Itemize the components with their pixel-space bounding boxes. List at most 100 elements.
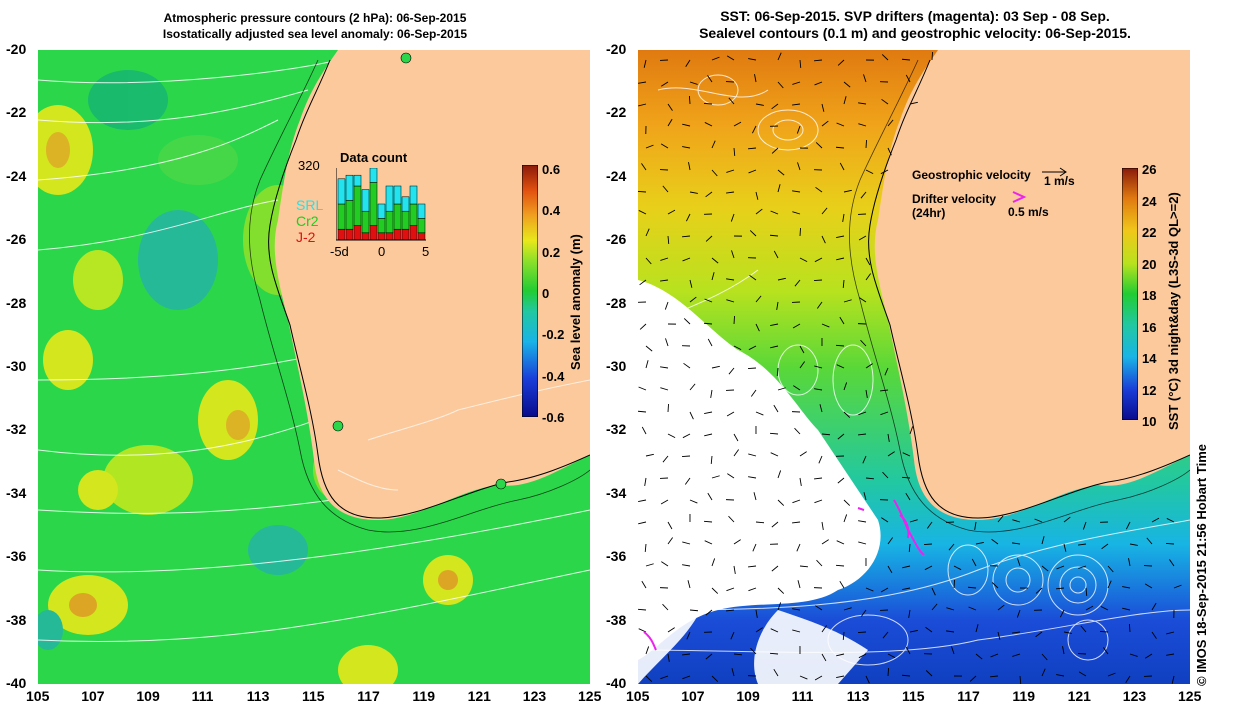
velocity-arrow (792, 499, 801, 504)
inset-bar-j2 (385, 232, 394, 241)
velocity-arrow (837, 477, 845, 484)
lat-tick-label: -40 (6, 675, 27, 691)
lat-tick-label: -24 (6, 167, 27, 184)
velocity-arrow (726, 169, 735, 173)
velocity-arrow (799, 675, 808, 680)
velocity-arrow (908, 543, 911, 553)
velocity-arrow (710, 455, 713, 465)
velocity-arrow (703, 103, 713, 105)
velocity-arrow (863, 74, 867, 83)
lat-tick-label: -26 (6, 231, 27, 248)
velocity-arrow (925, 670, 933, 677)
velocity-arrow (799, 565, 809, 568)
velocity-arrow (643, 59, 647, 68)
velocity-arrow (887, 565, 893, 574)
velocity-arrow (770, 323, 779, 327)
velocity-arrow (770, 345, 779, 349)
velocity-arrow (862, 455, 867, 464)
lon-tick-label: 125 (578, 688, 602, 704)
velocity-arrow (792, 521, 801, 524)
velocity-arrow (975, 624, 979, 633)
velocity-arrow (704, 540, 713, 545)
lon-tick-label: 117 (357, 688, 380, 704)
velocity-arrow (660, 499, 669, 505)
lon-tick-label: 121 (467, 688, 491, 704)
velocity-arrow (667, 118, 673, 127)
velocity-arrow (660, 279, 669, 282)
velocity-arrow (660, 675, 669, 680)
velocity-arrow (748, 587, 757, 592)
inset-bar-cr2 (393, 203, 402, 230)
velocity-arrow (755, 627, 763, 633)
right-title-line2: Sealevel contours (0.1 m) and geostrophi… (699, 25, 1131, 41)
velocity-arrow (793, 385, 801, 391)
inset-bar-cr2 (369, 182, 378, 226)
velocity-arrow (682, 257, 691, 262)
velocity-arrow (704, 411, 713, 415)
velocity-arrow (660, 143, 669, 149)
velocity-arrow (931, 587, 936, 596)
velocity-arrow (1151, 602, 1157, 611)
velocity-arrow (704, 122, 713, 127)
velocity-arrow (689, 499, 698, 504)
velocity-arrow (683, 318, 691, 325)
velocity-arrow (682, 564, 691, 567)
velocity-arrow (1012, 653, 1021, 657)
velocity-arrow (730, 213, 735, 222)
australia-land (874, 50, 1190, 520)
velocity-arrow (819, 404, 823, 413)
sla-colorbar-label: Sea level anomaly (m) (568, 234, 583, 370)
velocity-arrow (683, 362, 691, 369)
velocity-arrow (1165, 543, 1175, 545)
velocity-arrow (726, 299, 735, 303)
velocity-arrow (755, 103, 764, 106)
velocity-arrow (750, 647, 757, 655)
velocity-arrow (837, 433, 845, 440)
velocity-arrow (792, 629, 801, 633)
velocity-arrow (1122, 607, 1131, 611)
lat-tick-label: -36 (6, 548, 27, 565)
velocity-arrow (1100, 606, 1109, 611)
velocity-arrow (1078, 671, 1087, 677)
lat-tick-label: -38 (6, 611, 27, 628)
velocity-arrow (641, 163, 647, 171)
sst-cb-tick: 20 (1142, 257, 1157, 272)
lat-tick-label: -38 (606, 611, 627, 628)
velocity-arrow (971, 558, 977, 567)
lon-tick-label: 125 (1178, 688, 1202, 704)
velocity-arrow (667, 235, 670, 245)
velocity-arrow (667, 433, 676, 439)
velocity-arrow (858, 520, 867, 523)
velocity-arrow (777, 587, 785, 594)
lon-tick-label: 109 (736, 688, 760, 704)
lon-tick-label: 123 (1122, 688, 1147, 704)
velocity-arrow (711, 587, 719, 594)
velocity-arrow (689, 383, 696, 391)
inset-bar-srl (417, 203, 426, 219)
velocity-arrow (991, 582, 999, 589)
sla-cb-tick: 0.4 (542, 203, 561, 218)
inset-x-tick: 5 (422, 244, 430, 259)
velocity-arrow (682, 146, 691, 149)
velocity-arrow (926, 521, 933, 529)
drifter-arrow-icon (1012, 191, 1027, 203)
velocity-arrow (836, 257, 845, 261)
velocity-arrow (857, 631, 867, 633)
velocity-arrow (842, 279, 845, 289)
velocity-arrow (839, 162, 845, 171)
velocity-arrow (1041, 653, 1048, 661)
velocity-arrow (638, 499, 647, 503)
velocity-arrow (1041, 565, 1049, 572)
sla-map-graphic (38, 50, 590, 684)
velocity-arrow (1122, 586, 1131, 589)
velocity-arrow (639, 279, 647, 286)
velocity-arrow (755, 191, 759, 200)
velocity-arrow (1012, 542, 1021, 545)
velocity-arrow (901, 58, 911, 61)
velocity-arrow (792, 190, 801, 193)
velocity-arrow (667, 403, 669, 413)
drifter-legend-label: Drifter velocity (912, 192, 997, 206)
velocity-arrow (865, 389, 868, 398)
lon-tick-label: 111 (191, 688, 214, 704)
velocity-arrow (662, 185, 669, 193)
